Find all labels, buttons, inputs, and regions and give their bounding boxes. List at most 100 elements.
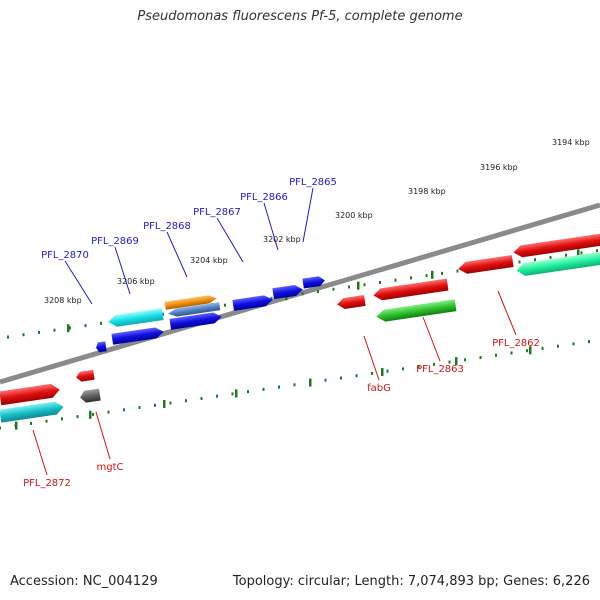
leader-line [216,217,244,263]
gene-arrow [516,251,600,276]
tick-minor [549,255,552,259]
gene-arrow [272,284,303,300]
tick-major [235,389,238,398]
gene-arrow [76,369,95,382]
tick-major [455,357,458,366]
tick-minor [348,285,350,289]
gene-arrow [0,383,60,406]
tick-minor [518,260,521,264]
tick-minor [386,369,389,373]
leader-line [263,202,279,251]
tick-minor [510,351,513,355]
scale-label: 3206 kbp [117,277,155,286]
tick-minor [169,401,172,405]
tick-minor [340,376,342,380]
tick-minor [572,342,575,346]
tick-minor [417,365,420,369]
tick-minor [580,251,583,255]
leader-line [114,246,131,295]
scale-label: 3194 kbp [552,138,590,147]
tick-major [67,324,70,333]
scale-label: 3198 kbp [408,187,446,196]
tick-major [309,378,312,387]
tick-minor [495,353,497,357]
accession-text: Accession: NC_004129 [10,574,158,589]
tick-minor [371,371,373,375]
tick-major [89,410,92,419]
tick-major [431,270,434,279]
leader-line [166,231,188,278]
tick-minor [293,383,296,387]
tick-minor [317,290,319,294]
leader-line [32,429,48,476]
gene-arrow [337,295,366,309]
leader-line [363,335,380,381]
gene-arrow [458,255,514,274]
gene-arrow [80,388,101,403]
tick-minor [45,419,48,423]
tick-minor [100,321,102,325]
tick-minor [30,421,32,425]
tick-minor [433,362,435,366]
gene-label-top: PFL_2869 [91,236,139,247]
tick-major [381,367,384,376]
tick-minor [138,406,141,410]
tick-minor [355,374,358,378]
gene-label-bottom: mgtC [97,462,124,473]
gene-arrow [376,299,457,322]
gene-label-bottom: PFL_2863 [416,364,464,375]
tick-minor [394,278,397,282]
tick-minor [76,415,79,419]
tick-minor [247,390,249,394]
gene-arrow [168,302,221,317]
tick-minor [270,296,273,300]
leader-line [64,260,93,305]
gene-arrow [0,401,64,423]
genes [0,233,600,423]
scale-labels: 3194 kbp 3196 kbp 3198 kbp 3200 kbp 3202 kbp… [44,138,590,305]
tick-minor [278,385,280,389]
tick-minor [534,258,536,262]
tick-minor [216,394,218,398]
scale-label: 3196 kbp [480,163,518,172]
tick-minor [154,403,156,407]
tick-minor [123,408,125,412]
tick-minor [557,344,559,348]
gene-label-top: PFL_2868 [143,221,191,232]
tick-major [529,346,532,355]
scale-label: 3202 kbp [263,235,301,244]
tick-minor [448,360,451,364]
tick-minor [456,269,459,273]
gene-arrow [232,295,273,311]
tick-minor [441,271,443,275]
tick-minor [565,253,567,257]
label-leader-lines [32,187,517,476]
tick-minor [200,396,203,400]
tick-minor [363,283,366,287]
tick-minor [410,276,412,280]
tick-minor [162,312,164,316]
tick-minor [84,324,87,328]
tick-minor [526,349,528,353]
leader-line [302,187,314,243]
tick-minor [379,280,381,284]
gene-label-bottom: fabG [367,383,391,394]
tick-major [577,249,580,258]
genome-summary-text: Topology: circular; Length: 7,074,893 bp… [232,574,590,589]
gene-label-top: PFL_2870 [41,250,89,261]
tick-minor [22,333,25,337]
tick-minor [38,330,40,334]
gene-arrow [169,312,222,330]
tick-minor [231,392,234,396]
gene-arrow [108,308,164,327]
tick-major [357,281,360,290]
scale-label: 3208 kbp [44,296,82,305]
leader-line [497,290,517,336]
gene-label-bottom: PFL_2862 [492,338,540,349]
tick-minor [7,335,9,339]
tick-minor [53,328,56,332]
tick-minor [301,292,304,296]
tick-minor [324,378,327,382]
